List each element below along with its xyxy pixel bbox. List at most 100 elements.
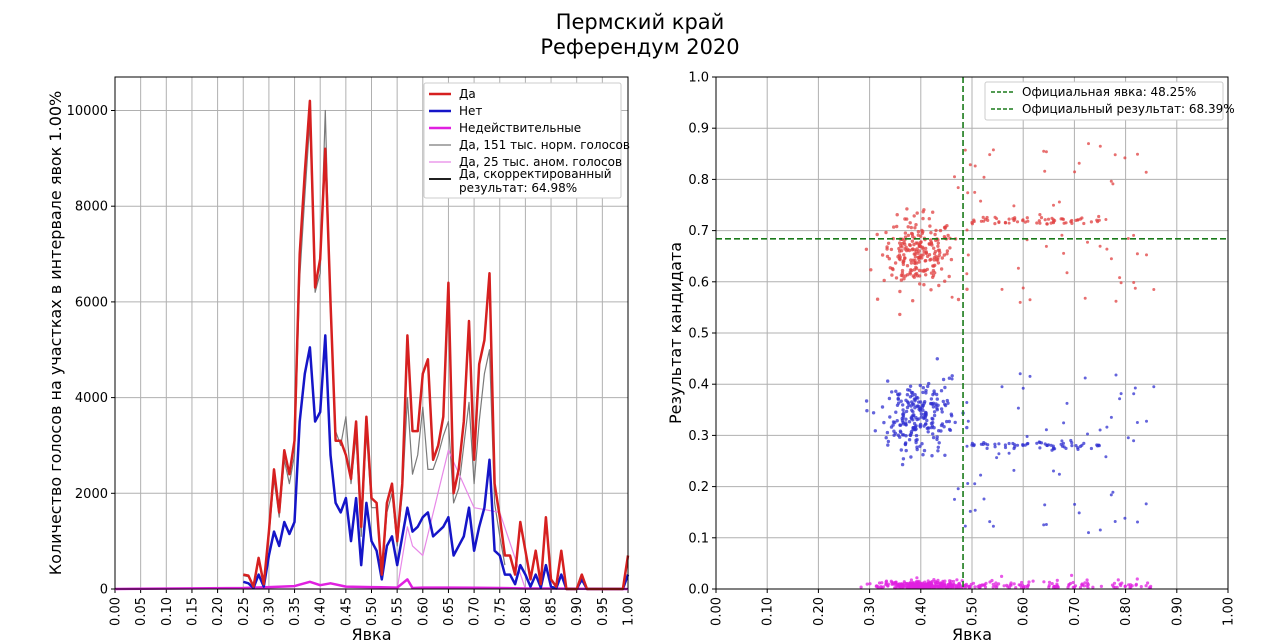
scatter-point — [947, 274, 951, 279]
scatter-point — [1020, 580, 1024, 585]
scatter-point — [921, 390, 925, 395]
scatter-point — [909, 578, 914, 582]
scatter-point — [1145, 419, 1148, 423]
scatter-point — [882, 420, 886, 425]
scatter-point — [943, 279, 947, 283]
scatter-point — [1021, 586, 1026, 590]
scatter-point — [1132, 233, 1136, 237]
scatter-point — [923, 400, 927, 404]
scatter-point — [918, 422, 923, 427]
scatter-point — [885, 245, 889, 249]
scatter-point — [915, 271, 919, 276]
scatter-point — [947, 376, 952, 380]
scatter-point — [940, 410, 944, 414]
scatter-point — [886, 584, 890, 588]
scatter-point — [890, 390, 894, 394]
x-tick-label: 0.20 — [211, 597, 226, 626]
scatter-point — [895, 419, 899, 423]
scatter-point — [1144, 502, 1148, 506]
scatter-point — [1065, 271, 1069, 275]
scatter-point — [884, 436, 888, 440]
scatter-point — [917, 274, 922, 278]
scatter-point — [943, 226, 947, 230]
scatter-point — [1109, 493, 1113, 497]
scatter-point — [982, 583, 986, 587]
scatter-point — [1146, 581, 1150, 585]
scatter-point — [1078, 444, 1082, 449]
scatter-point — [877, 581, 882, 585]
scatter-point — [921, 453, 925, 457]
scatter-point — [1082, 221, 1086, 226]
y-tick-label: 10000 — [67, 104, 108, 119]
scatter-point — [1085, 581, 1090, 585]
scatter-point — [1139, 585, 1143, 589]
scatter-point — [864, 399, 869, 403]
scatter-point — [901, 274, 905, 278]
scatter-point — [912, 275, 916, 279]
x-tick-label: 1.00 — [622, 597, 637, 626]
scatter-point — [1083, 376, 1087, 380]
scatter-point — [936, 241, 940, 245]
x-tick-label: 0.70 — [1068, 597, 1083, 626]
scatter-point — [929, 421, 934, 426]
scatter-point — [913, 255, 918, 259]
scatter-point — [1097, 218, 1101, 222]
scatter-point — [1085, 578, 1089, 582]
scatter-point — [993, 584, 997, 588]
scatter-point — [898, 312, 902, 317]
scatter-point — [927, 381, 931, 386]
scatter-point — [1046, 443, 1051, 447]
scatter-point — [932, 410, 937, 414]
legend-box — [984, 81, 1224, 121]
scatter-point — [1015, 220, 1020, 224]
scatter-point — [904, 417, 908, 421]
scatter-point — [1134, 582, 1138, 587]
scatter-point — [1135, 577, 1139, 581]
scatter-point — [882, 585, 886, 589]
scatter-point — [895, 213, 899, 217]
scatter-point — [913, 397, 918, 401]
x-tick-label: 0.90 — [1170, 597, 1185, 626]
scatter-point — [914, 438, 918, 442]
scatter-point — [953, 175, 956, 179]
scatter-point — [945, 224, 949, 228]
scatter-point — [935, 408, 939, 412]
legend-label: Официальный результат: 68.39% — [1022, 102, 1235, 116]
scatter-point — [1077, 511, 1081, 515]
scatter-point — [874, 584, 878, 589]
scatter-point — [1070, 444, 1074, 448]
scatter-point — [942, 235, 947, 239]
scatter-point — [1038, 446, 1042, 450]
scatter-point — [966, 253, 970, 257]
scatter-point — [1070, 441, 1074, 445]
scatter-point — [953, 420, 957, 425]
scatter-point — [945, 249, 950, 253]
scatter-point — [901, 259, 906, 264]
scatter-point — [1086, 432, 1089, 436]
scatter-point — [1099, 584, 1103, 589]
scatter-point — [979, 199, 983, 203]
scatter-point — [1114, 299, 1118, 303]
scatter-chart: 0.00 0.10 0.20 0.30 0.40 0.50 0.60 0.70 0.80 0.90… — [666, 71, 1237, 640]
scatter-point — [1035, 441, 1039, 445]
x-tick-label: 0.30 — [863, 597, 878, 626]
scatter-point — [1025, 585, 1030, 589]
scatter-point — [931, 432, 935, 436]
scatter-point — [993, 442, 997, 446]
scatter-point — [1021, 386, 1025, 390]
scatter-point — [1037, 219, 1041, 223]
scatter-point — [1037, 440, 1041, 444]
scatter-point — [915, 404, 919, 408]
scatter-point — [933, 263, 937, 267]
scatter-point — [988, 153, 992, 157]
scatter-point — [906, 388, 910, 392]
scatter-point — [1105, 247, 1109, 251]
scatter-point — [948, 246, 952, 250]
scatter-point — [926, 384, 930, 389]
scatter-point — [952, 579, 956, 584]
scatter-point — [1011, 217, 1015, 221]
scatter-point — [953, 497, 956, 501]
scatter-point — [914, 415, 918, 420]
scatter-point — [915, 580, 919, 584]
scatter-point — [1050, 216, 1054, 220]
